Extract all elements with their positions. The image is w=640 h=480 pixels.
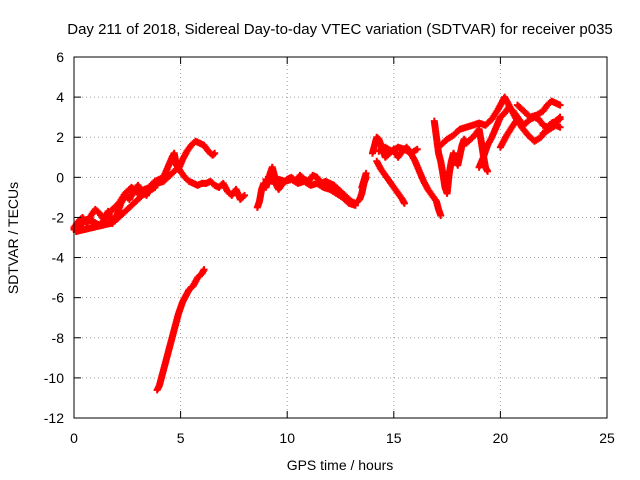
data-point	[400, 199, 408, 207]
y-tick-label: -2	[52, 209, 65, 225]
data-point	[210, 150, 218, 158]
data-point	[200, 266, 208, 274]
y-tick-label: -10	[44, 370, 64, 386]
data-point	[351, 201, 359, 209]
data-point	[171, 167, 179, 175]
data-point	[211, 149, 219, 157]
data-points	[70, 93, 564, 394]
x-tick-label: 25	[599, 430, 615, 446]
plot-frame	[73, 56, 608, 419]
data-point	[413, 145, 421, 153]
x-axis-label: GPS time / hours	[287, 457, 394, 473]
data-point	[556, 113, 564, 121]
data-point	[362, 169, 370, 177]
data-point	[556, 123, 564, 131]
y-tick-label: -12	[44, 410, 64, 426]
x-tick-label: 15	[386, 430, 402, 446]
y-tick-label: 6	[56, 49, 64, 65]
data-point	[556, 101, 564, 109]
y-tick-label: 0	[56, 169, 64, 185]
y-tick-label: -6	[52, 290, 65, 306]
y-tick-label: -8	[52, 330, 65, 346]
y-tick-label: 4	[56, 89, 64, 105]
y-axis-label: SDTVAR / TECUs	[5, 182, 21, 294]
data-point	[484, 167, 492, 175]
x-tick-label: 5	[177, 430, 185, 446]
data-point	[437, 211, 445, 219]
chart-title: Day 211 of 2018, Sidereal Day-to-day VTE…	[67, 21, 613, 38]
x-tick-label: 0	[70, 430, 78, 446]
data-point	[151, 183, 159, 191]
y-tick-label: 2	[56, 129, 64, 145]
axis-ticks: 0 5 10 15 20 25 -12 -10 -8 -6 -4 -2 0 2 4 6	[44, 49, 615, 446]
data-point	[241, 191, 249, 199]
data-point	[555, 114, 563, 122]
x-tick-label: 20	[493, 430, 509, 446]
y-tick-label: -4	[52, 250, 65, 266]
x-tick-label: 10	[279, 430, 295, 446]
